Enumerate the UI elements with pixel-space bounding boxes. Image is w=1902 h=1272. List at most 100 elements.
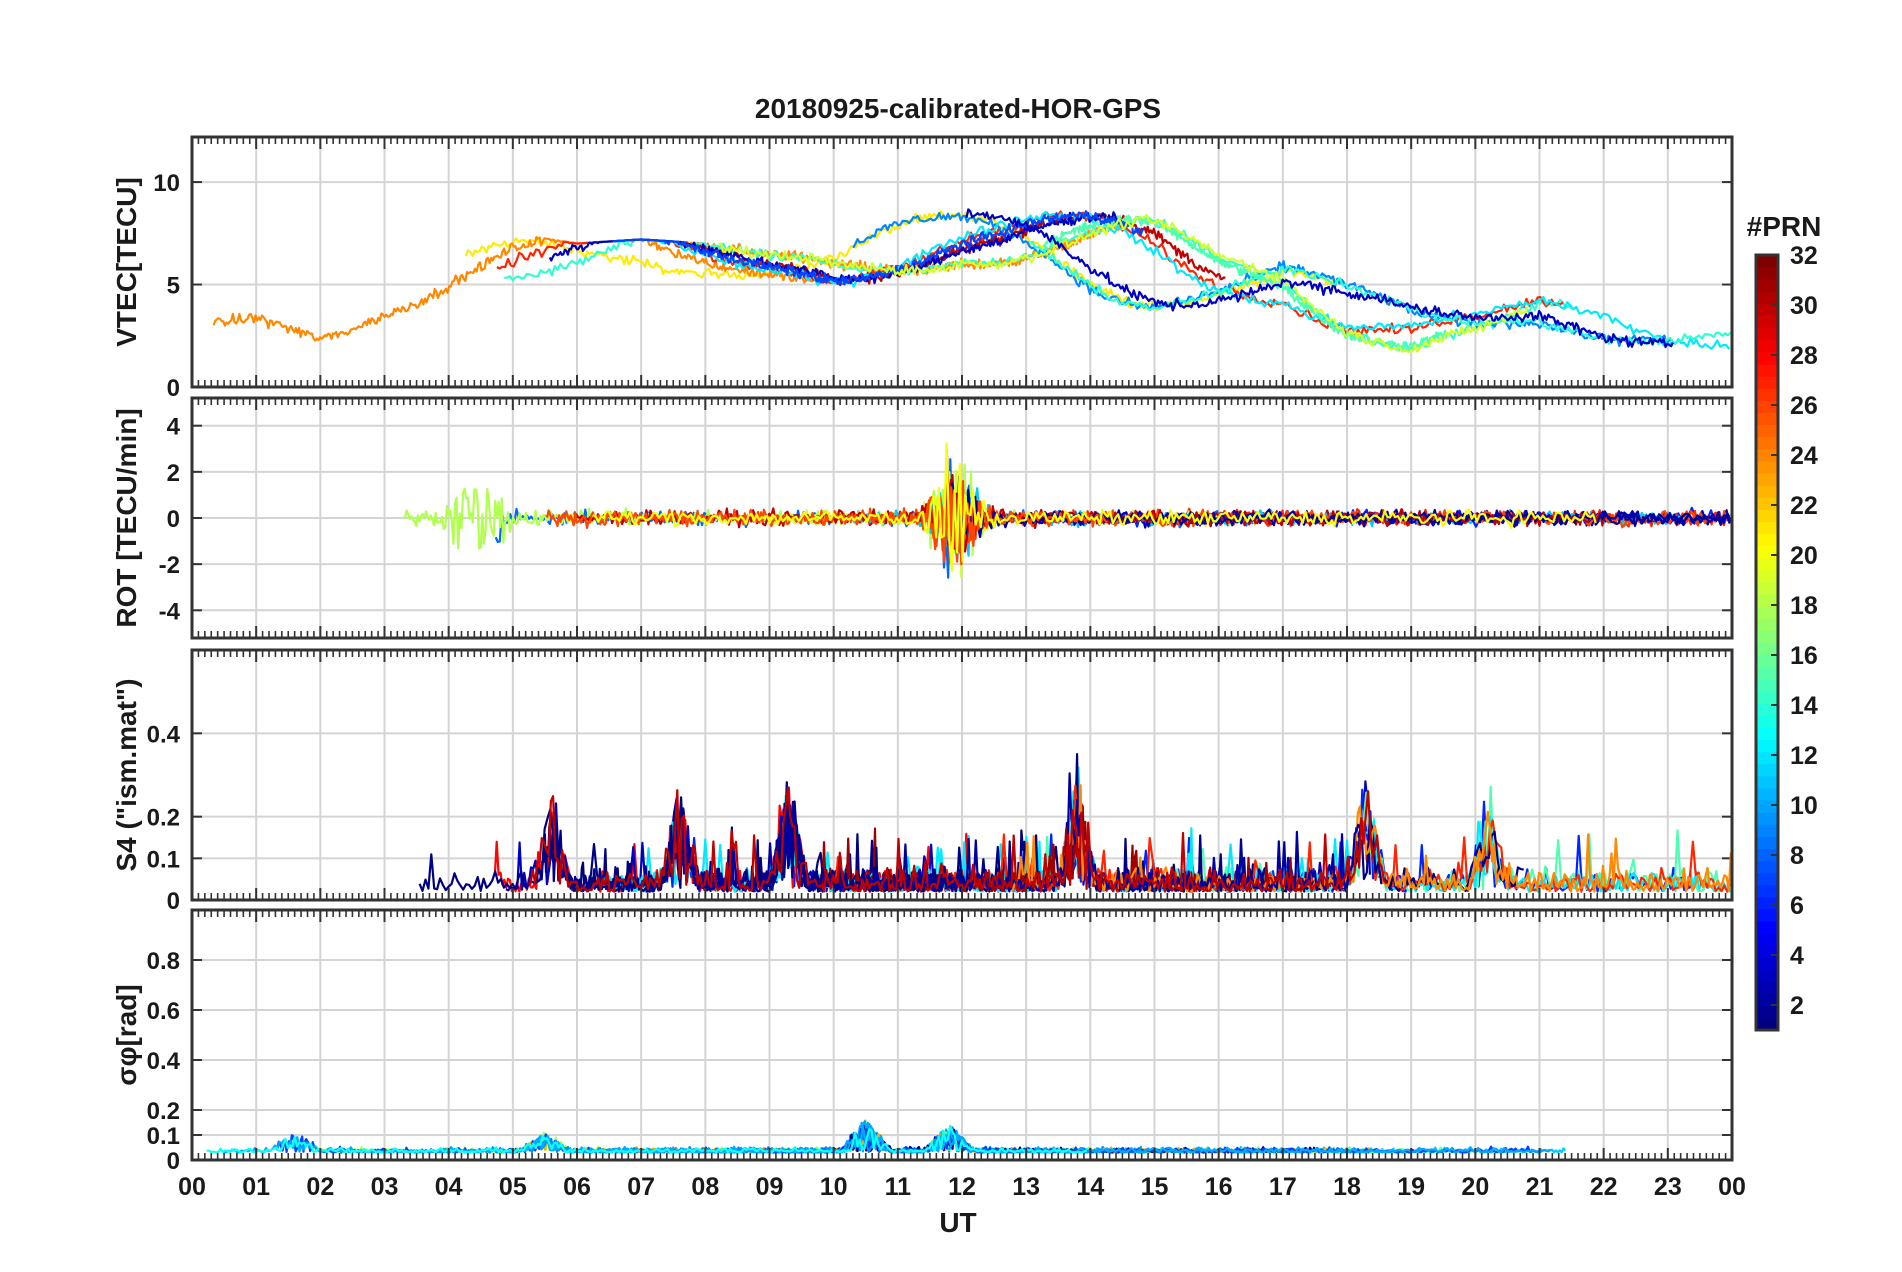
colorbar-tick-label: 6 — [1790, 892, 1804, 920]
y-tick-label: -2 — [159, 552, 180, 579]
colorbar-segment — [1756, 594, 1778, 607]
x-tick-label: 05 — [499, 1173, 527, 1201]
colorbar-segment — [1756, 703, 1778, 716]
colorbar-segment — [1756, 606, 1778, 619]
prn-trace — [965, 208, 1674, 349]
colorbar-segment — [1756, 400, 1778, 414]
y-tick-label: 0 — [167, 888, 180, 915]
colorbar-segment — [1756, 569, 1778, 583]
colorbar-segment — [1756, 787, 1778, 801]
x-tick-label: 12 — [948, 1173, 976, 1201]
x-tick-label: 20 — [1461, 1173, 1489, 1201]
colorbar-segment — [1756, 448, 1778, 462]
colorbar-frame — [1754, 253, 1780, 1032]
colorbar-tick-label: 28 — [1790, 342, 1818, 370]
colorbar-label: #PRN — [1747, 211, 1822, 242]
y-tick-label: 0.1 — [147, 1123, 180, 1150]
colorbar-segment — [1756, 1005, 1778, 1019]
colorbar-segment — [1756, 533, 1778, 547]
colorbar-segment — [1756, 666, 1778, 680]
colorbar-tick-label: 18 — [1790, 592, 1818, 620]
colorbar-tick-label: 26 — [1790, 392, 1818, 420]
x-tick-label: 06 — [563, 1173, 591, 1201]
y-axis-label-vtec: VTEC[TECU] — [111, 177, 142, 347]
y-tick-label: 0.8 — [147, 948, 180, 975]
y-tick-label: 0.2 — [147, 805, 180, 832]
colorbar-segment — [1756, 690, 1778, 704]
y-tick-label: 0 — [167, 1148, 180, 1175]
colorbar-segment — [1756, 509, 1778, 523]
colorbar-segment — [1756, 981, 1778, 995]
x-tick-label: 13 — [1012, 1173, 1040, 1201]
colorbar-segment — [1756, 1017, 1778, 1031]
colorbar-segment — [1756, 497, 1778, 510]
colorbar-segment — [1756, 945, 1778, 958]
colorbar-segment — [1756, 775, 1778, 789]
colorbar-segment — [1756, 836, 1778, 849]
colorbar-segment — [1756, 485, 1778, 498]
colorbar-segment — [1756, 642, 1778, 656]
y-axis-label-s4: S4 ("ism.mat") — [111, 678, 142, 871]
colorbar-segment — [1756, 921, 1778, 934]
colorbar-segment — [1756, 872, 1778, 886]
y-tick-label: 0 — [167, 506, 180, 533]
y-tick-label: 0 — [167, 375, 180, 402]
colorbar-segment — [1756, 424, 1778, 438]
colorbar-tick-label: 14 — [1790, 692, 1818, 720]
y-tick-label: 0.1 — [147, 846, 180, 873]
colorbar-segment — [1756, 715, 1778, 728]
y-tick-label: 4 — [167, 414, 181, 441]
x-tick-label: 08 — [691, 1173, 719, 1201]
y-tick-label: -4 — [159, 598, 181, 625]
x-tick-label: 14 — [1076, 1173, 1104, 1201]
colorbar-segment — [1756, 993, 1778, 1007]
prn-trace — [206, 1124, 1088, 1154]
colorbar-segment — [1756, 739, 1778, 753]
x-tick-label: 18 — [1333, 1173, 1361, 1201]
colorbar-segment — [1756, 267, 1778, 280]
colorbar-segment — [1756, 351, 1778, 365]
colorbar-segment — [1756, 969, 1778, 983]
colorbar-segment — [1756, 376, 1778, 389]
colorbar-segment — [1756, 327, 1778, 341]
colorbar-tick-label: 10 — [1790, 792, 1818, 820]
colorbar-segment — [1756, 388, 1778, 401]
x-tick-label: 00 — [1718, 1173, 1746, 1201]
colorbar-segment — [1756, 630, 1778, 644]
x-tick-label: 16 — [1205, 1173, 1233, 1201]
colorbar-segment — [1756, 654, 1778, 668]
colorbar-tick-label: 2 — [1790, 992, 1804, 1020]
prn-trace — [528, 786, 1388, 893]
colorbar-tick-label: 12 — [1790, 742, 1818, 770]
colorbar-segment — [1756, 763, 1778, 777]
colorbar-segment — [1756, 363, 1778, 377]
colorbar-segment — [1756, 957, 1778, 971]
colorbar-segment — [1756, 933, 1778, 946]
colorbar-segment — [1756, 812, 1778, 825]
y-tick-label: 0.2 — [147, 1098, 180, 1125]
colorbar-tick-label: 8 — [1790, 842, 1804, 870]
colorbar-segment — [1756, 678, 1778, 692]
colorbar-segment — [1756, 884, 1778, 898]
colorbar-tick-label: 20 — [1790, 542, 1818, 570]
colorbar-segment — [1756, 751, 1778, 765]
colorbar-segment — [1756, 727, 1778, 740]
colorbar-segment — [1756, 618, 1778, 631]
colorbar-segment — [1756, 557, 1778, 571]
colorbar-segment — [1756, 339, 1778, 353]
y-tick-label: 2 — [167, 460, 180, 487]
colorbar-segment — [1756, 255, 1778, 268]
colorbar-segment — [1756, 472, 1778, 486]
y-axis-label-rot: ROT [TECU/min] — [111, 408, 142, 627]
colorbar-segment — [1756, 303, 1778, 317]
colorbar-tick-label: 22 — [1790, 492, 1818, 520]
prn-trace — [212, 236, 828, 342]
colorbar-segment — [1756, 848, 1778, 862]
colorbar-tick-label: 16 — [1790, 642, 1818, 670]
colorbar-segment — [1756, 291, 1778, 305]
prn-trace — [948, 475, 1731, 551]
colorbar-tick-label: 32 — [1790, 242, 1818, 270]
x-tick-label: 23 — [1654, 1173, 1682, 1201]
